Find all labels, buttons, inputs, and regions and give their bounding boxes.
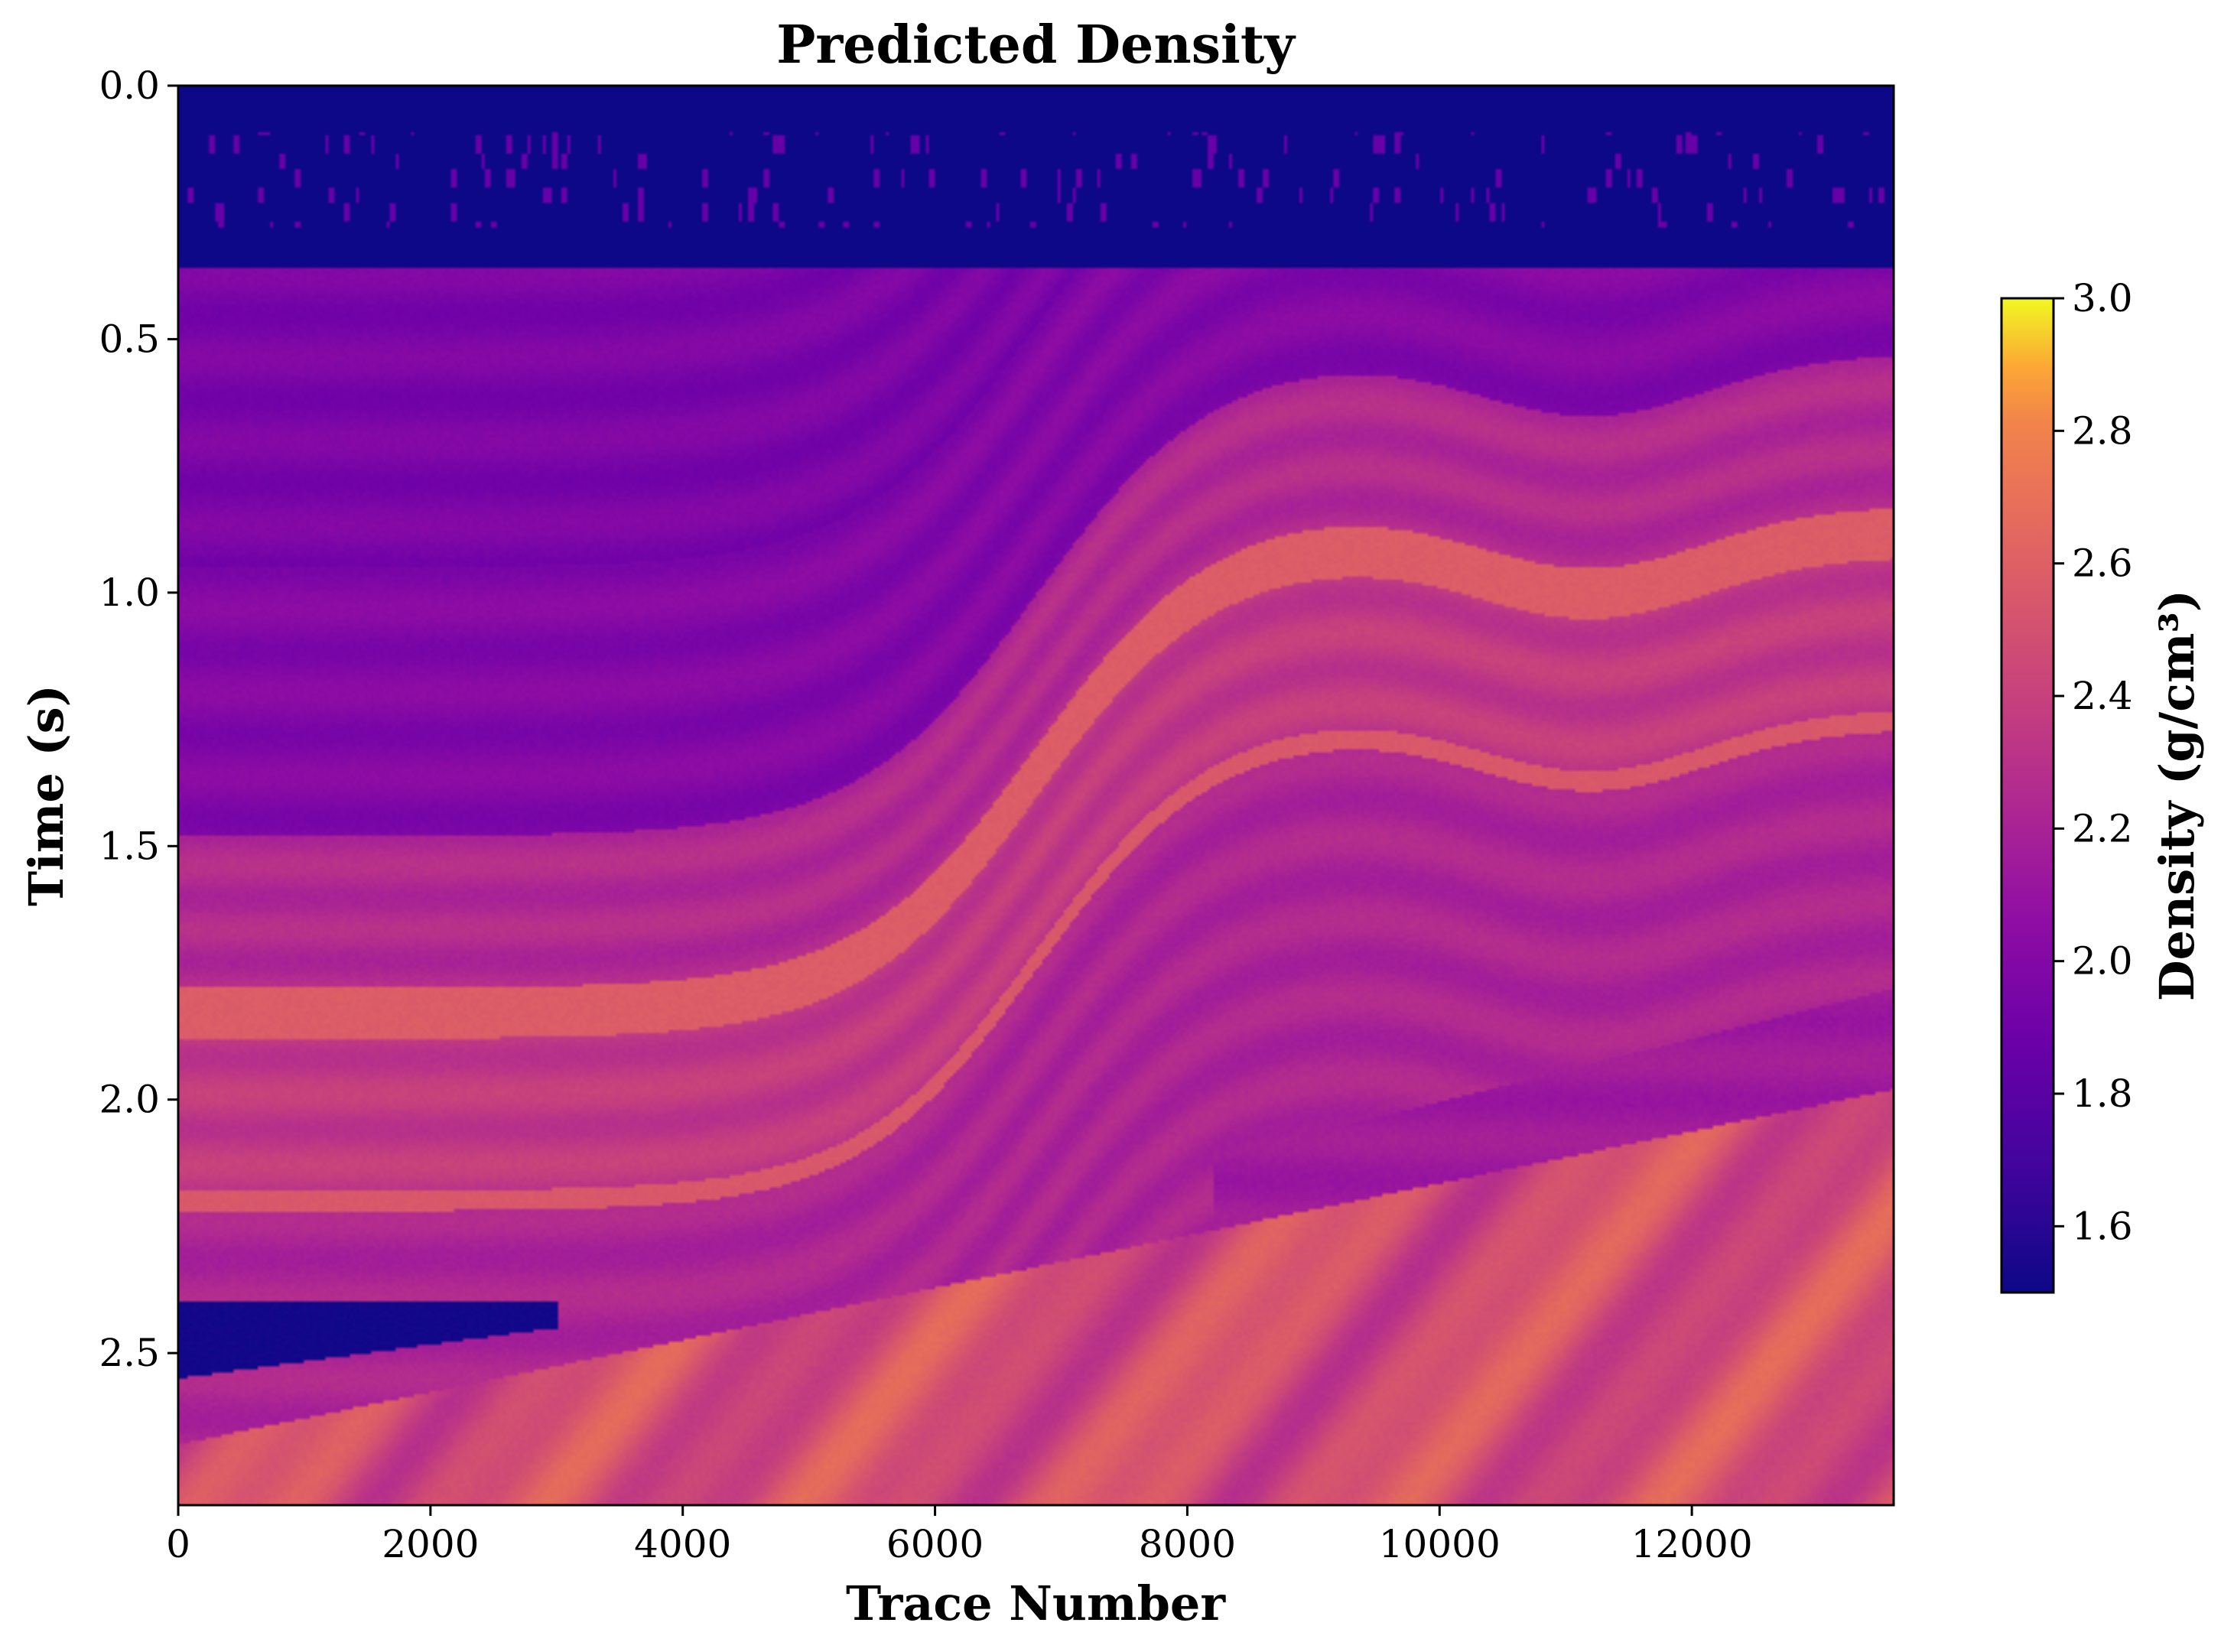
y-tick-label: 2.0 xyxy=(99,1078,160,1122)
x-tick-label: 10000 xyxy=(1379,1522,1501,1566)
y-tick-label: 2.5 xyxy=(99,1331,160,1375)
y-axis: 0.0 0.5 1.0 1.5 2.0 2.5 xyxy=(99,63,178,1375)
colorbar-tick-label: 1.6 xyxy=(2072,1204,2133,1248)
plot-frame xyxy=(177,84,1895,1507)
colorbar-tick-label: 2.0 xyxy=(2072,939,2133,984)
colorbar-tick-label: 2.8 xyxy=(2072,408,2133,453)
y-tick-label: 1.0 xyxy=(99,571,160,615)
chart-title: Predicted Density xyxy=(776,15,1296,76)
heatmap-raster xyxy=(178,86,1894,1505)
x-axis-label: Trace Number xyxy=(846,1576,1226,1631)
x-tick-label: 0 xyxy=(166,1522,190,1566)
y-tick-label: 0.0 xyxy=(99,63,160,108)
colorbar-tick-label: 2.4 xyxy=(2072,674,2133,718)
colorbar xyxy=(2000,297,2055,1294)
colorbar-label: Density (g/cm³) xyxy=(2149,590,2205,1001)
colorbar-tick-label: 2.2 xyxy=(2072,806,2133,850)
x-tick-label: 12000 xyxy=(1631,1522,1753,1566)
x-tick-label: 4000 xyxy=(634,1522,731,1566)
heatmap-image xyxy=(178,86,1894,1505)
colorbar-tick-label: 3.0 xyxy=(2072,276,2133,320)
colorbar-tick-label: 1.8 xyxy=(2072,1072,2133,1116)
y-tick-label: 0.5 xyxy=(99,317,160,361)
x-axis: 0 2000 4000 6000 8000 10000 12000 xyxy=(166,1505,1753,1566)
colorbar-axis: 1.6 1.8 2.0 2.2 2.4 2.6 2.8 3.0 xyxy=(2054,276,2133,1248)
x-tick-label: 2000 xyxy=(382,1522,479,1566)
colorbar-tick-label: 2.6 xyxy=(2072,541,2133,586)
y-axis-label: Time (s) xyxy=(18,685,74,906)
y-tick-label: 1.5 xyxy=(99,824,160,868)
x-tick-label: 6000 xyxy=(886,1522,984,1566)
x-tick-label: 8000 xyxy=(1139,1522,1236,1566)
